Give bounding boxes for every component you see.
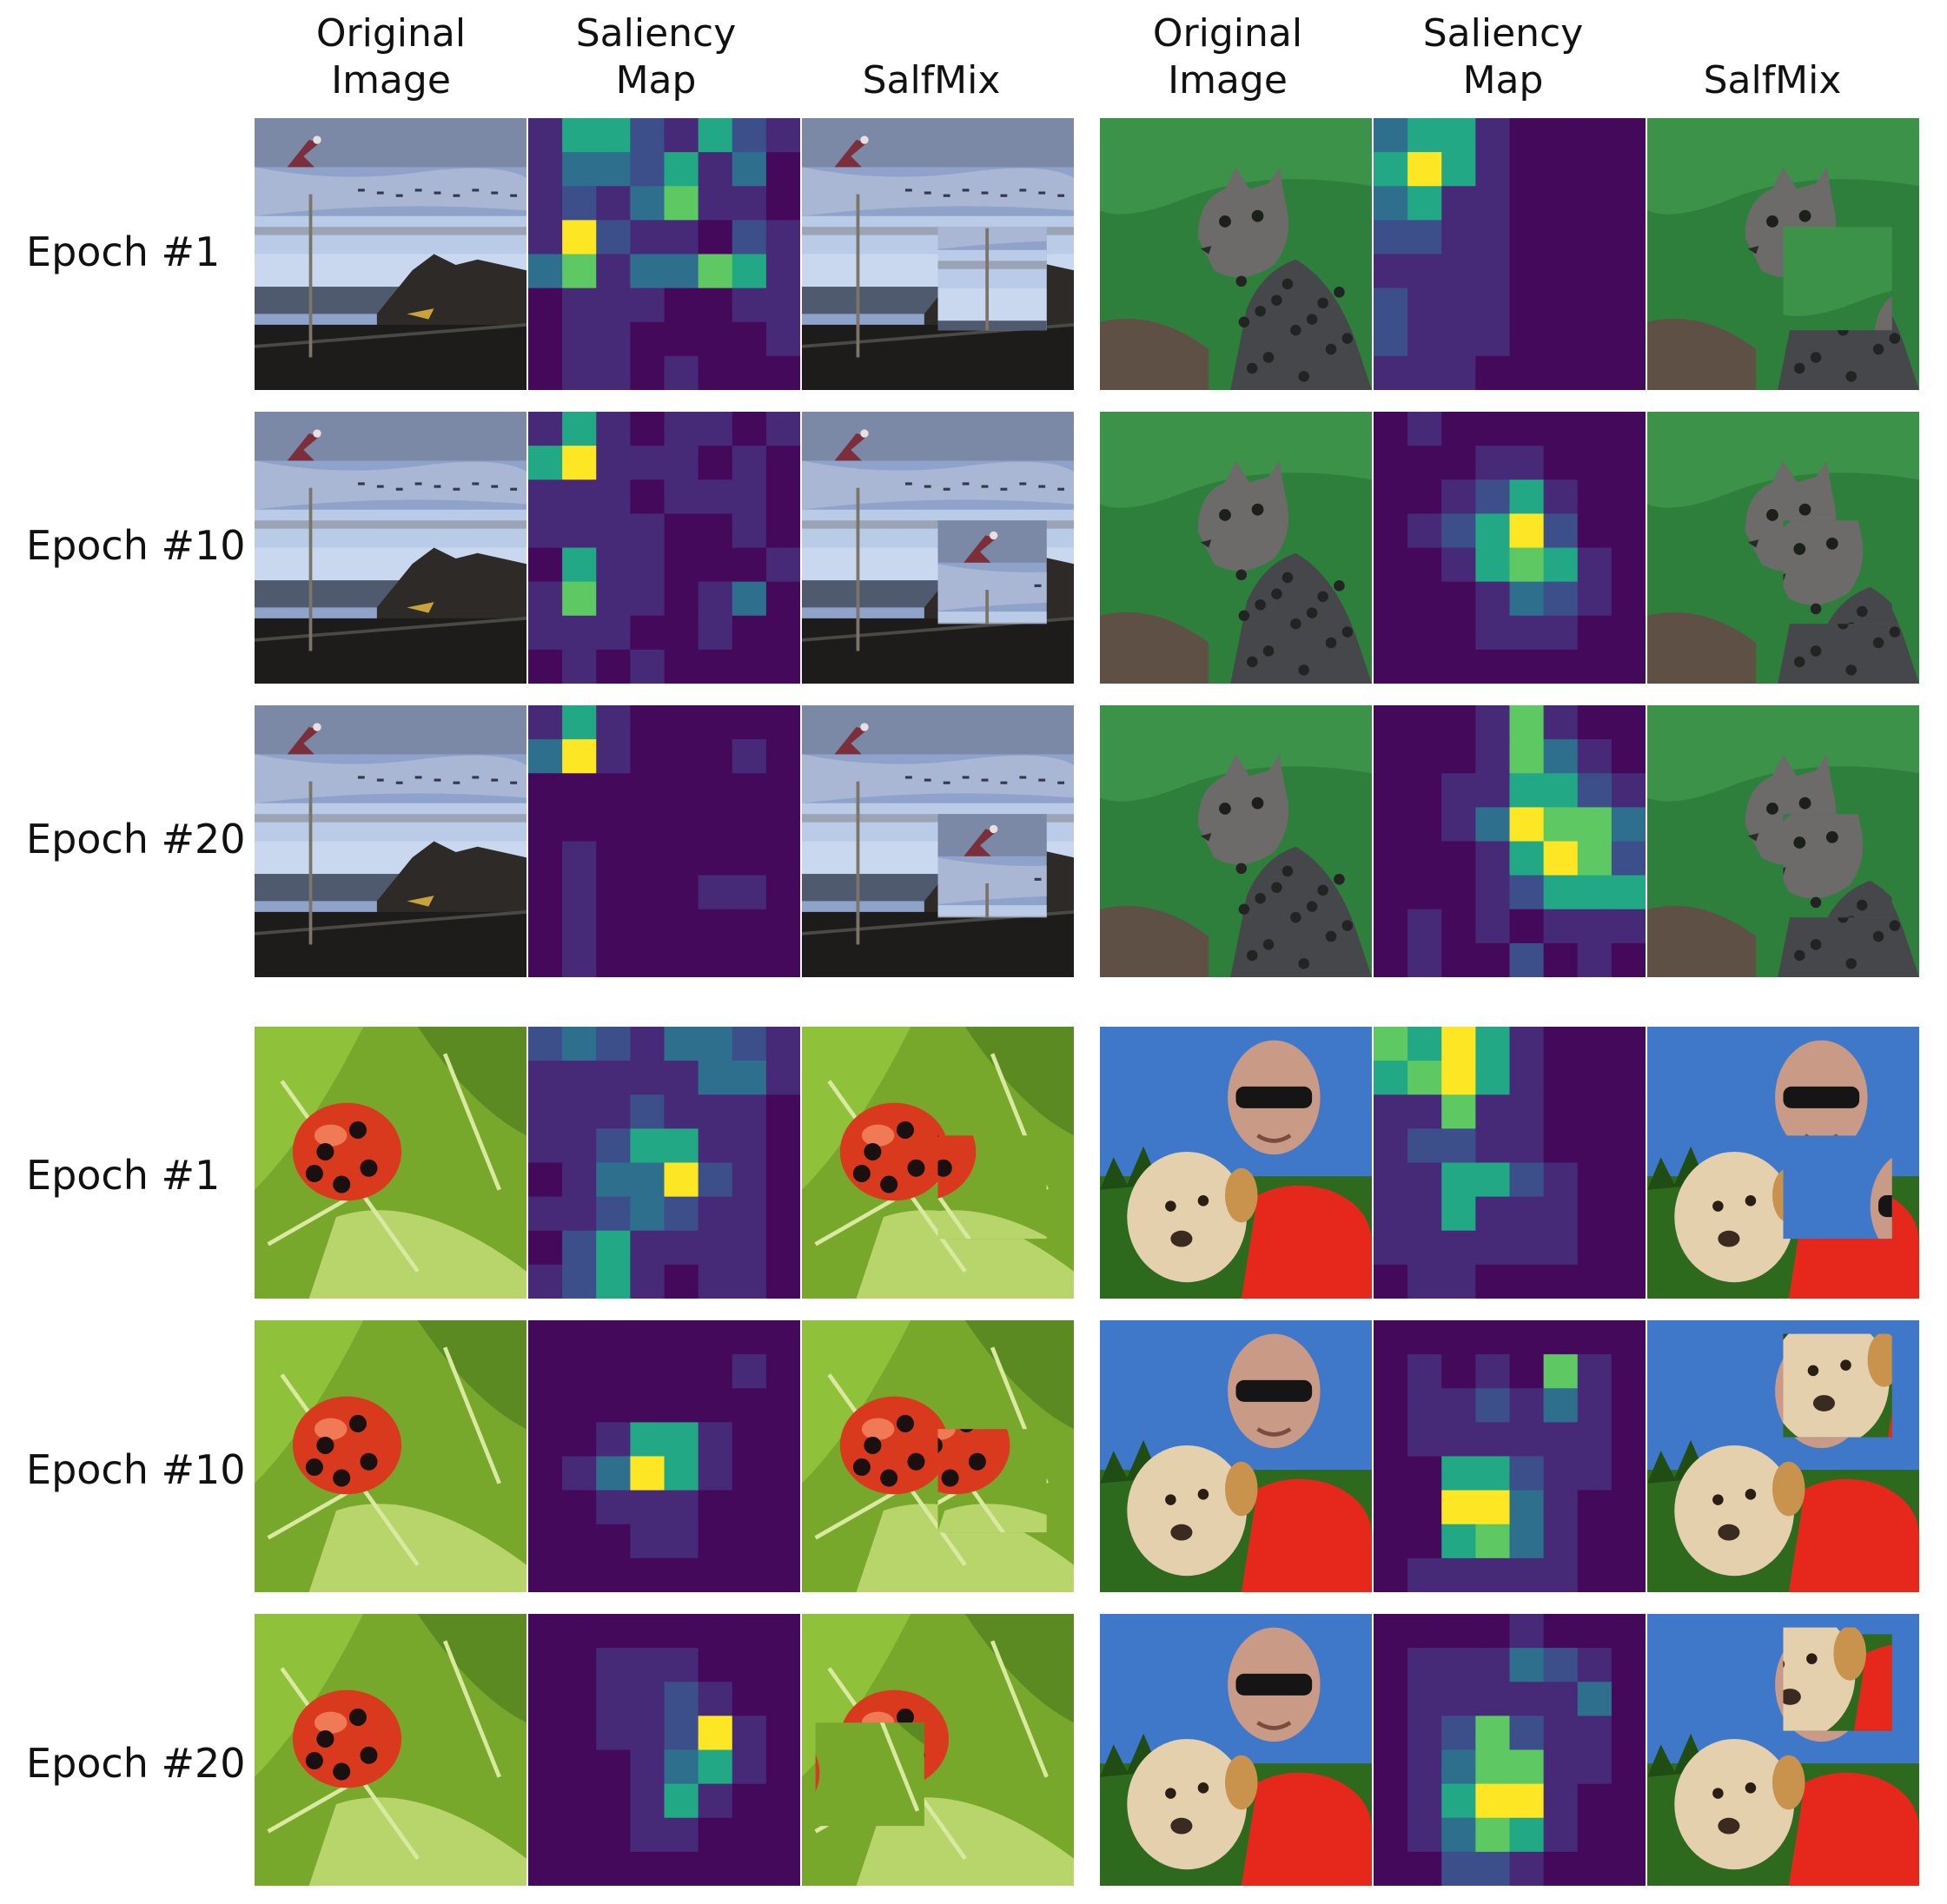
row-label-top-epoch-20: Epoch #20: [26, 816, 246, 863]
cat-original-image-epoch-0: [1100, 118, 1372, 390]
cat-original-image-epoch-2: [1100, 705, 1372, 977]
man-salfmix-image-epoch-0: [1647, 1027, 1919, 1299]
man-salfmix-image-epoch-1: [1647, 1320, 1919, 1592]
ladybug-salfmix-image-epoch-2: [802, 1614, 1074, 1886]
man-salfmix-image-epoch-2: [1647, 1614, 1919, 1886]
row-label-bottom-epoch-10: Epoch #10: [26, 1446, 246, 1493]
man-saliency-map-epoch-0: [1374, 1027, 1646, 1299]
beach-saliency-map-epoch-2: [528, 705, 800, 977]
cat-salfmix-image-epoch-0: [1647, 118, 1919, 390]
col-header-salfmix-right: SalfMix: [1703, 58, 1842, 102]
ladybug-original-image-epoch-0: [255, 1027, 526, 1299]
beach-saliency-map-epoch-0: [528, 118, 800, 390]
beach-salfmix-image-epoch-0: [802, 118, 1074, 390]
beach-original-image-epoch-2: [255, 705, 526, 977]
man-saliency-map-epoch-2: [1374, 1614, 1646, 1886]
row-label-bottom-epoch-1: Epoch #1: [26, 1152, 221, 1199]
beach-salfmix-image-epoch-1: [802, 412, 1074, 684]
man-original-image-epoch-0: [1100, 1027, 1372, 1299]
beach-original-image-epoch-0: [255, 118, 526, 390]
row-label-bottom-epoch-20: Epoch #20: [26, 1740, 246, 1787]
col-header-saliency-right: Saliency Map: [1422, 11, 1584, 102]
ladybug-original-image-epoch-2: [255, 1614, 526, 1886]
row-label-top-epoch-1: Epoch #1: [26, 228, 221, 275]
beach-saliency-map-epoch-1: [528, 412, 800, 684]
cat-salfmix-image-epoch-2: [1647, 705, 1919, 977]
cat-saliency-map-epoch-0: [1374, 118, 1646, 390]
ladybug-original-image-epoch-1: [255, 1320, 526, 1592]
col-header-original-left: Original Image: [315, 11, 467, 102]
ladybug-salfmix-image-epoch-1: [802, 1320, 1074, 1592]
ladybug-saliency-map-epoch-1: [528, 1320, 800, 1592]
ladybug-salfmix-image-epoch-0: [802, 1027, 1074, 1299]
col-header-original-right: Original Image: [1152, 11, 1303, 102]
cat-saliency-map-epoch-1: [1374, 412, 1646, 684]
cat-saliency-map-epoch-2: [1374, 705, 1646, 977]
col-header-saliency-left: Saliency Map: [575, 11, 737, 102]
cat-salfmix-image-epoch-1: [1647, 412, 1919, 684]
man-original-image-epoch-1: [1100, 1320, 1372, 1592]
beach-original-image-epoch-1: [255, 412, 526, 684]
ladybug-saliency-map-epoch-0: [528, 1027, 800, 1299]
ladybug-saliency-map-epoch-2: [528, 1614, 800, 1886]
col-header-salfmix-left: SalfMix: [862, 58, 1001, 102]
man-saliency-map-epoch-1: [1374, 1320, 1646, 1592]
beach-salfmix-image-epoch-2: [802, 705, 1074, 977]
row-label-top-epoch-10: Epoch #10: [26, 522, 246, 569]
cat-original-image-epoch-1: [1100, 412, 1372, 684]
man-original-image-epoch-2: [1100, 1614, 1372, 1886]
